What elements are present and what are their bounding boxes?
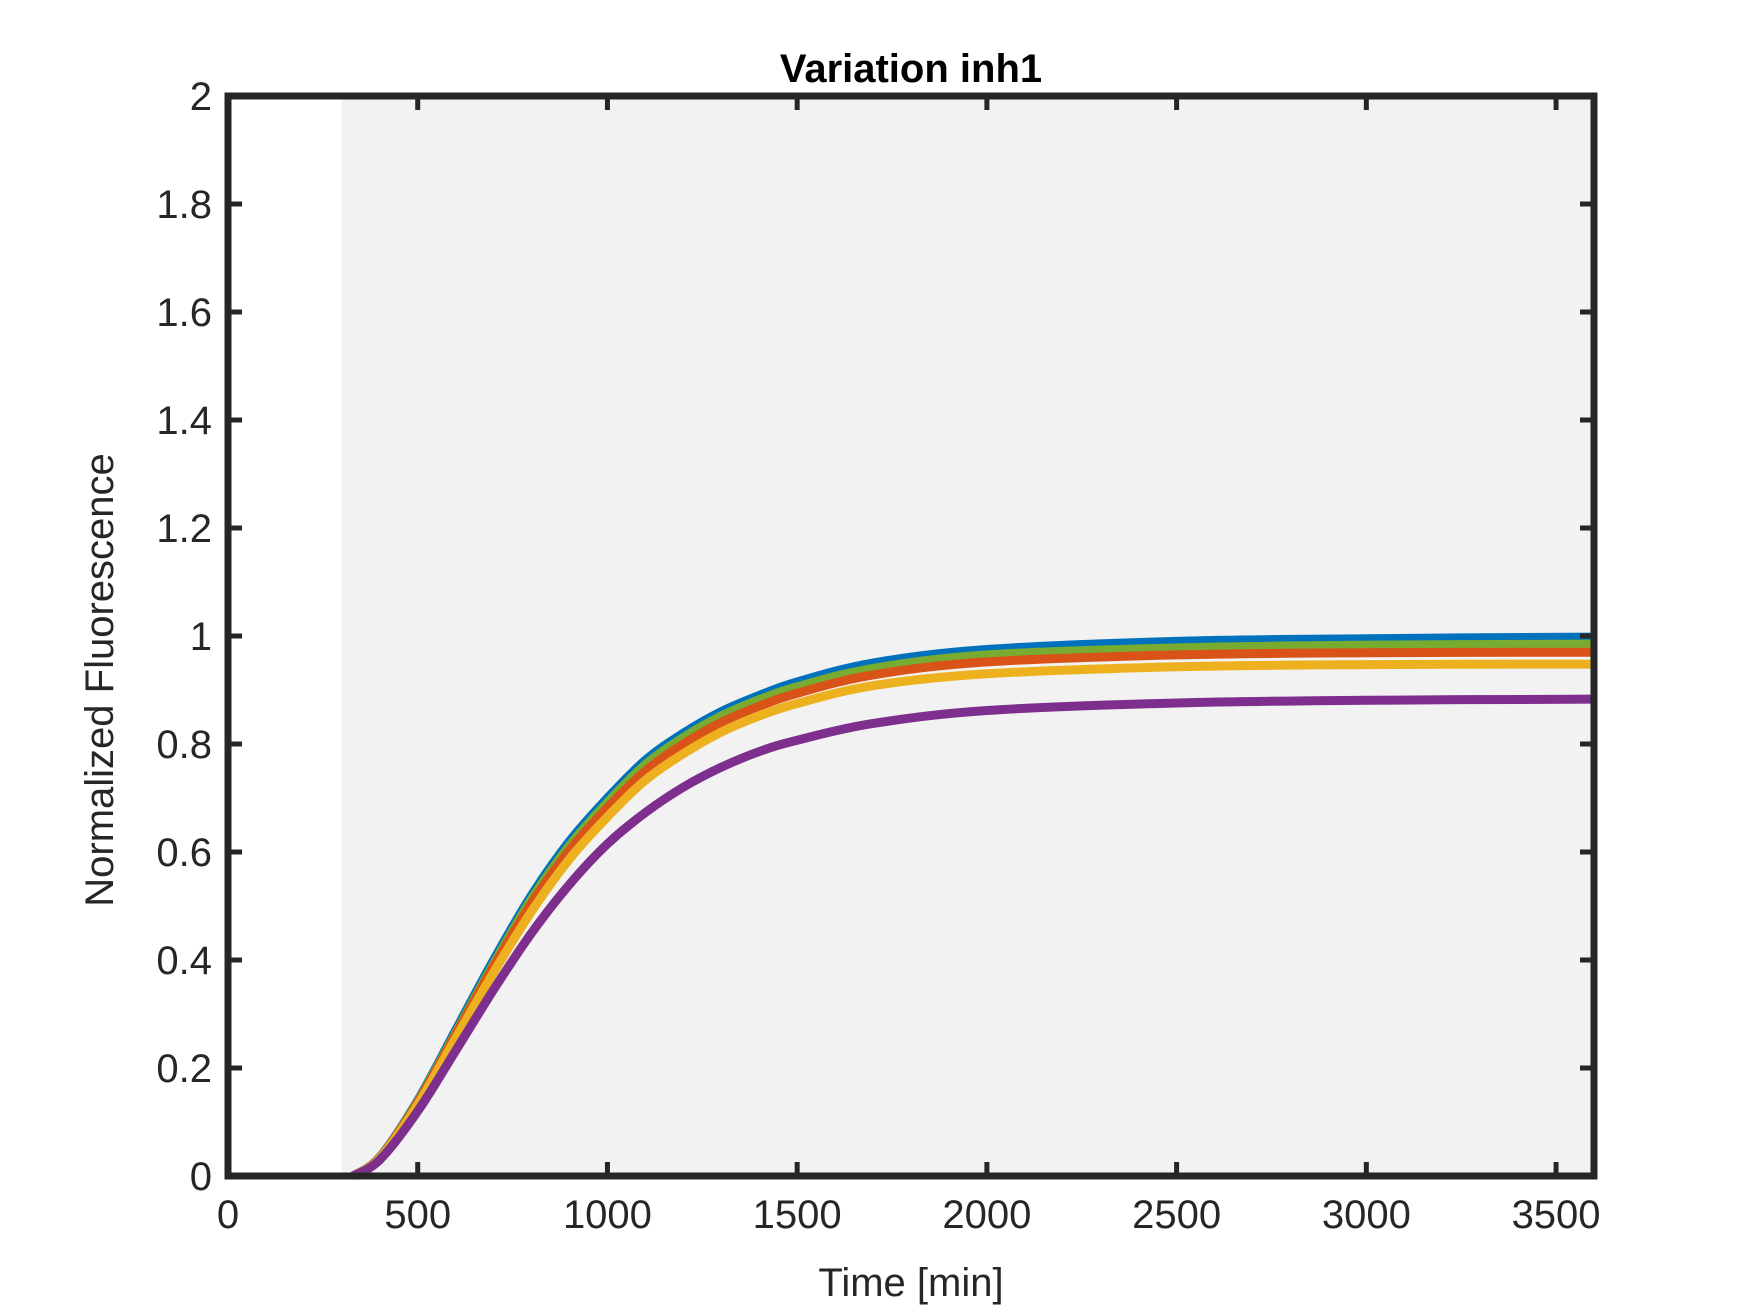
y-axis-label: Normalized Fluorescence bbox=[78, 453, 122, 907]
x-tick-label: 3000 bbox=[1322, 1193, 1411, 1237]
y-tick-label: 0.4 bbox=[156, 939, 212, 983]
y-tick-label: 0.6 bbox=[156, 831, 212, 875]
y-tick-label: 0.8 bbox=[156, 723, 212, 767]
x-tick-label: 2000 bbox=[942, 1193, 1031, 1237]
series-group bbox=[350, 632, 1595, 1180]
x-tick-label: 3500 bbox=[1512, 1193, 1601, 1237]
x-axis-label: Time [min] bbox=[818, 1261, 1003, 1305]
x-tick-labels: 0 500 1000 1500 2000 2500 3000 3500 bbox=[217, 1193, 1601, 1237]
x-tick-label: 2500 bbox=[1132, 1193, 1221, 1237]
axes-box bbox=[224, 92, 1598, 1180]
y-tick-label: 2 bbox=[190, 75, 212, 119]
y-tick-label: 1 bbox=[190, 615, 212, 659]
y-tick-label: 1.6 bbox=[156, 291, 212, 335]
y-tick-label: 0.2 bbox=[156, 1047, 212, 1091]
y-tick-label: 1.8 bbox=[156, 183, 212, 227]
x-tick-label: 1500 bbox=[753, 1193, 842, 1237]
x-tick-label: 0 bbox=[217, 1193, 239, 1237]
series-line-5 bbox=[350, 694, 1595, 1180]
y-tick-label: 1.2 bbox=[156, 507, 212, 551]
y-tick-label: 0 bbox=[190, 1155, 212, 1199]
series-line-4 bbox=[350, 659, 1595, 1180]
x-tick-label: 1000 bbox=[563, 1193, 652, 1237]
plot-area bbox=[224, 92, 1598, 1180]
y-tick-labels: 0 0.2 0.4 0.6 0.8 1 1.2 1.4 1.6 1.8 2 bbox=[156, 75, 212, 1199]
chart-title: Variation inh1 bbox=[780, 47, 1042, 91]
x-tick-label: 500 bbox=[384, 1193, 451, 1237]
y-tick-label: 1.4 bbox=[156, 399, 212, 443]
